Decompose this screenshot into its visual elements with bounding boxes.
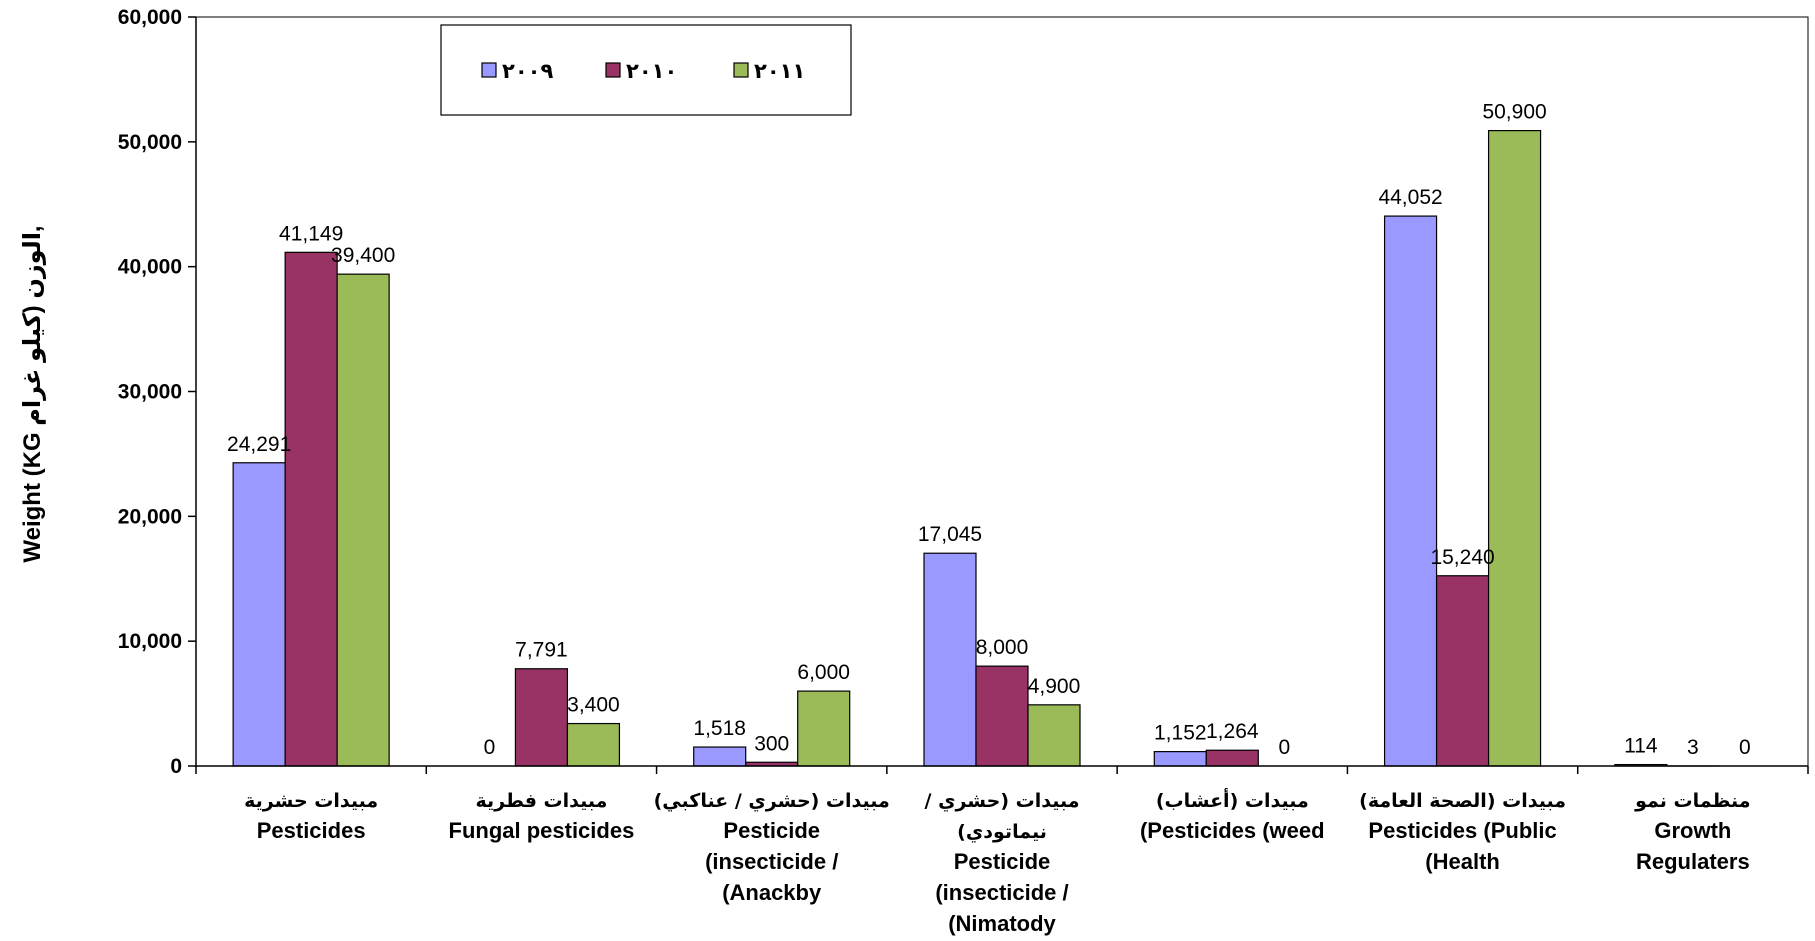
data-label: 39,400 [331, 244, 395, 267]
data-label: 3 [1687, 736, 1699, 759]
bar-0-0 [232, 462, 286, 767]
bar-5-2 [1487, 129, 1542, 767]
data-label: 15,240 [1430, 546, 1494, 569]
data-label: 0 [1278, 736, 1290, 759]
data-label: 1,518 [693, 717, 746, 740]
legend-swatch [481, 62, 497, 78]
y-axis-title-text: Weight (KG الوزن (كيلو غرام, [19, 225, 46, 562]
legend-swatch [605, 62, 621, 78]
category-label-ar: نيماتودي) [957, 821, 1047, 844]
data-label: 4,900 [1028, 675, 1081, 698]
y-tick-label: 10,000 [118, 630, 182, 653]
bar-2-2 [797, 690, 851, 767]
bar-2-0 [693, 746, 747, 767]
data-label: 300 [754, 732, 789, 755]
category-label-ar: مبيدات (حشري / عناكبي) [654, 790, 890, 813]
legend: ٢٠٠٩ ٢٠١٠ ٢٠١١ [440, 24, 852, 116]
bar-5-1 [1435, 575, 1490, 767]
legend-swatch [733, 62, 749, 78]
bar-3-0 [923, 552, 977, 767]
bar-3-2 [1027, 704, 1081, 767]
axes: 0 10,000 20,000 30,000 40,000 50,000 60,000 [118, 6, 1809, 778]
y-tick-label: 50,000 [118, 131, 182, 154]
bar-4-1 [1205, 749, 1259, 767]
data-label: 0 [484, 736, 496, 759]
data-label: 50,900 [1482, 101, 1546, 124]
category-label-en: Growth [1654, 818, 1731, 843]
plot-border [196, 16, 1809, 766]
category-label-en: (Health [1425, 849, 1500, 874]
y-tick-label: 30,000 [118, 381, 182, 404]
category-label-en: (Anackby [722, 880, 822, 905]
data-label: 44,052 [1378, 186, 1442, 209]
data-labels: 24,29141,14939,40007,7913,4001,5183006,0… [227, 101, 1751, 759]
data-label: 41,149 [279, 222, 343, 245]
category-label-en: Fungal pesticides [449, 818, 635, 843]
data-label: 17,045 [918, 523, 982, 546]
bars [232, 129, 1720, 767]
category-label-ar: منظمات نمو [1634, 790, 1750, 812]
data-label: 24,291 [227, 433, 291, 456]
bar-3-1 [975, 665, 1029, 767]
data-label: 3,400 [567, 694, 620, 717]
data-label: 6,000 [797, 661, 850, 684]
data-label: 1,264 [1206, 720, 1259, 743]
legend-label: ٢٠١١ [754, 59, 805, 83]
category-label-en: Regulaters [1636, 849, 1750, 874]
data-label: 0 [1739, 736, 1751, 759]
data-label: 7,791 [515, 639, 568, 662]
category-label-ar: مبيدات فطرية [475, 790, 607, 812]
legend-label: ٢٠١٠ [626, 59, 677, 83]
y-tick-label: 60,000 [118, 6, 182, 29]
y-axis-title: Weight (KG الوزن (كيلو غرام, [19, 225, 46, 562]
category-label-en: Pesticides (Public [1368, 818, 1556, 843]
category-label-en: (insecticide / [935, 880, 1068, 905]
data-label: 1,152 [1154, 722, 1207, 745]
category-label-en: Pesticide [954, 849, 1051, 874]
bar-0-2 [336, 273, 390, 767]
legend-box [440, 24, 852, 116]
category-label-en: Pesticides [257, 818, 366, 843]
bar-1-1 [514, 668, 569, 767]
plot-area [196, 16, 1809, 766]
data-label: 114 [1624, 735, 1658, 758]
bar-0-1 [284, 251, 338, 767]
category-label-ar: مبيدات (أعشاب) [1156, 788, 1309, 812]
bar-5-0 [1383, 215, 1438, 767]
bar-4-0 [1153, 751, 1207, 767]
category-label-en: (insecticide / [705, 849, 838, 874]
category-labels: مبيدات حشرية Pesticides مبيدات فطرية Fungal… [244, 788, 1750, 936]
y-tick-label: 40,000 [118, 256, 182, 279]
data-label: 8,000 [976, 636, 1029, 659]
category-label-ar: مبيدات حشرية [244, 790, 378, 812]
y-tick-label: 0 [170, 755, 182, 778]
category-label-en: (Nimatody [948, 911, 1056, 936]
category-label-en: Pesticide [723, 818, 820, 843]
category-label-ar: مبيدات (حشري / [925, 790, 1080, 813]
legend-label: ٢٠٠٩ [502, 59, 553, 83]
y-tick-label: 20,000 [118, 505, 182, 528]
bar-1-2 [566, 722, 621, 767]
category-label-en: (Pesticides (weed [1140, 818, 1325, 843]
category-label-ar: مبيدات (الصحة العامة) [1359, 790, 1566, 812]
